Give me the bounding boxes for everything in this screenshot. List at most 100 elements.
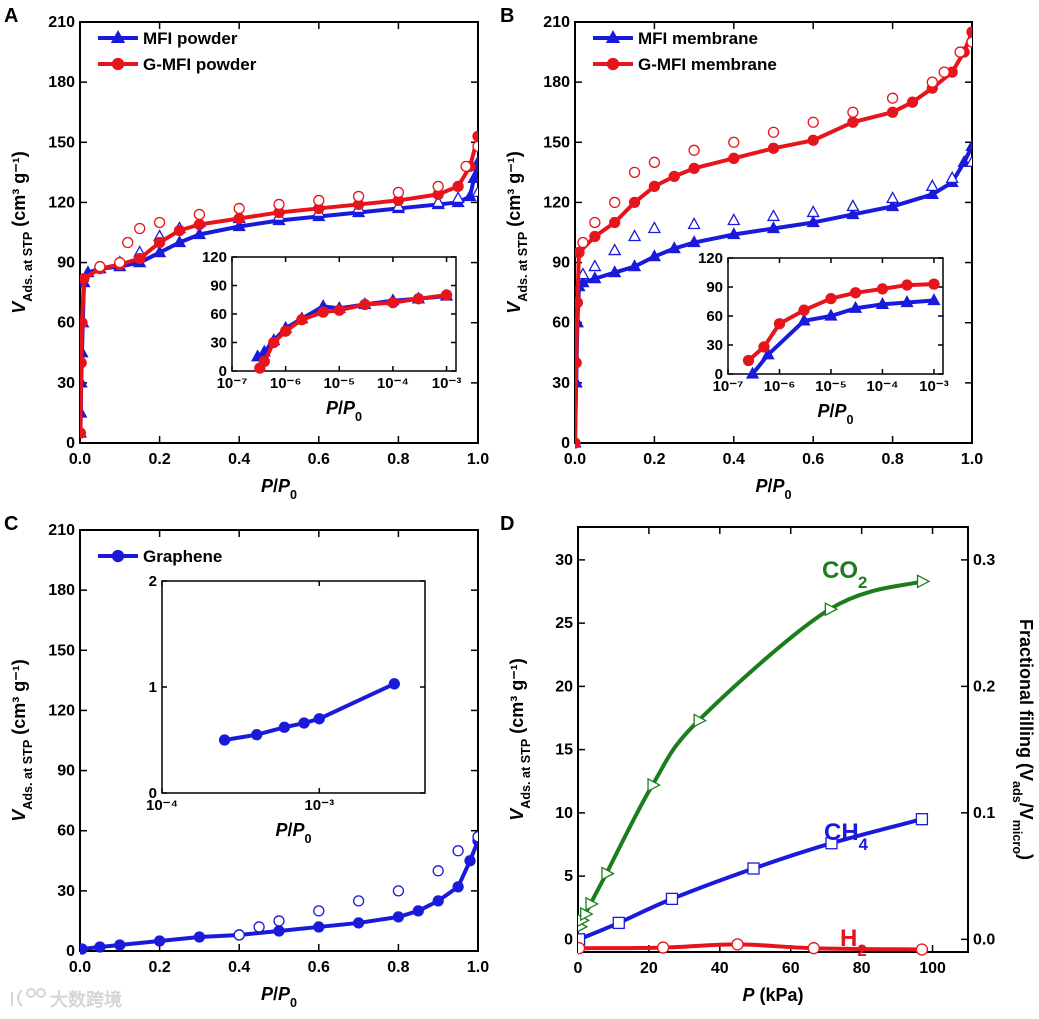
panel-label: A bbox=[4, 5, 18, 27]
y-axis-label: VAds. at STP (cm³ g⁻¹) bbox=[9, 151, 35, 314]
inset-data-point bbox=[797, 313, 811, 326]
data-point bbox=[807, 942, 820, 955]
inset-data-point bbox=[928, 278, 940, 290]
inset-data-point bbox=[258, 355, 270, 368]
x-tick-label: 80 bbox=[853, 960, 871, 977]
data-point bbox=[767, 142, 780, 154]
inset-data-point bbox=[317, 306, 329, 318]
data-point bbox=[432, 180, 444, 193]
data-point bbox=[906, 96, 919, 108]
data-point bbox=[806, 205, 820, 218]
y-tick-label: 25 bbox=[555, 615, 573, 632]
data-point bbox=[153, 216, 166, 229]
inset-data-point bbox=[848, 300, 863, 313]
x-axis-label: P/P0 bbox=[261, 984, 297, 1010]
data-point bbox=[766, 209, 781, 222]
plot-frame bbox=[574, 21, 973, 444]
panel-d: D 0 20 40 60 80 100 0 5 10 15 20 25 30 P (kPa) VAds. at… bbox=[500, 513, 1036, 1005]
inset-data-point bbox=[824, 308, 838, 321]
plot-frame bbox=[79, 21, 479, 444]
data-point bbox=[431, 195, 445, 208]
series-mfi-membrane-desorption bbox=[576, 154, 972, 280]
inset-data-point bbox=[279, 325, 292, 337]
x-tick-label: 0.2 bbox=[643, 451, 665, 468]
data-point bbox=[925, 179, 939, 192]
inset-y-tick-label: 30 bbox=[706, 337, 723, 354]
data-point bbox=[945, 171, 959, 184]
y2-tick-label: 0.2 bbox=[973, 678, 995, 695]
data-point bbox=[965, 154, 972, 167]
x-tick-label: 0.4 bbox=[228, 451, 250, 468]
data-point bbox=[824, 602, 839, 617]
x-tick-label: 60 bbox=[782, 960, 800, 977]
data-point bbox=[915, 943, 929, 956]
inset-data-point bbox=[849, 287, 862, 299]
inset-y-tick-label: 120 bbox=[698, 250, 723, 267]
y-tick-label: 30 bbox=[552, 375, 570, 392]
data-point bbox=[728, 136, 740, 148]
plot-area bbox=[80, 831, 478, 955]
data-point bbox=[392, 885, 405, 897]
y-tick-label: 210 bbox=[48, 522, 75, 539]
legend-marker bbox=[606, 57, 620, 71]
inset-x-tick-label: 10⁻⁶ bbox=[270, 375, 302, 392]
x-tick-label: 0.8 bbox=[881, 451, 903, 468]
data-point bbox=[253, 921, 265, 933]
data-point bbox=[966, 26, 972, 38]
data-point bbox=[233, 212, 245, 225]
data-point bbox=[886, 92, 899, 104]
y-tick-label: 90 bbox=[57, 763, 75, 780]
series-g-mfi-membrane-desorption bbox=[577, 36, 972, 249]
data-point bbox=[627, 229, 642, 242]
inset-y-tick-label: 90 bbox=[706, 279, 723, 296]
inset-data-point bbox=[268, 336, 280, 349]
data-point bbox=[580, 906, 594, 922]
x-tick-label: 0.6 bbox=[308, 451, 330, 468]
inset-data-point bbox=[251, 729, 263, 741]
data-point bbox=[648, 156, 661, 168]
series-annotation: H2 bbox=[840, 925, 867, 960]
data-point bbox=[846, 199, 860, 212]
y-tick-label: 0 bbox=[561, 435, 570, 452]
inset-series-g-mfi-membrane bbox=[742, 278, 940, 367]
data-point bbox=[233, 202, 245, 215]
inset-chart: 10⁻⁷ 10⁻⁶ 10⁻⁵ 10⁻⁴ 10⁻³ 0 30 60 90 120 P/P0 bbox=[698, 250, 949, 427]
inset-y-tick-label: 0 bbox=[219, 363, 227, 380]
y-tick-label: 0 bbox=[564, 931, 573, 948]
series-graphene-adsorption bbox=[80, 835, 478, 955]
inset-x-tick-label: 10⁻⁵ bbox=[323, 375, 355, 392]
inset-y-tick-label: 120 bbox=[202, 249, 227, 266]
y-tick-label: 150 bbox=[543, 134, 570, 151]
data-point bbox=[647, 249, 661, 262]
data-point bbox=[578, 942, 586, 955]
data-point bbox=[153, 935, 166, 947]
data-point bbox=[472, 831, 478, 843]
y-tick-label: 60 bbox=[57, 823, 75, 840]
inset-data-point bbox=[388, 678, 400, 690]
y-axis-label: VAds. at STP (cm³ g⁻¹) bbox=[9, 659, 35, 822]
data-point bbox=[589, 230, 601, 243]
panel-a: A 0.0 0.2 0.4 0.6 0.8 1.0 0 30 60 90 120 150 180 210 P/… bbox=[4, 5, 489, 502]
inset-data-point bbox=[440, 289, 453, 301]
legend-item: MFI membrane bbox=[593, 29, 758, 48]
data-point bbox=[173, 224, 186, 237]
data-point bbox=[80, 427, 87, 439]
data-point bbox=[916, 574, 931, 589]
y-tick-label: 150 bbox=[48, 134, 75, 151]
inset-y-tick-label: 30 bbox=[210, 335, 227, 352]
data-point bbox=[313, 905, 325, 917]
inset-data-point bbox=[745, 366, 760, 379]
y-axis-label: VAds. at STP (cm³ g⁻¹) bbox=[507, 658, 533, 821]
data-point bbox=[886, 106, 899, 118]
data-point bbox=[80, 317, 88, 329]
y-tick-label: 180 bbox=[48, 582, 75, 599]
x-tick-label: 1.0 bbox=[467, 451, 489, 468]
data-point bbox=[193, 218, 206, 231]
data-point bbox=[193, 931, 206, 943]
legend-label: G-MFI powder bbox=[143, 55, 257, 74]
data-point bbox=[807, 116, 819, 128]
data-point bbox=[412, 905, 424, 917]
inset-x-tick-label: 10⁻³ bbox=[919, 378, 949, 395]
data-point bbox=[601, 866, 615, 881]
inset-x-tick-label: 10⁻³ bbox=[304, 797, 334, 814]
